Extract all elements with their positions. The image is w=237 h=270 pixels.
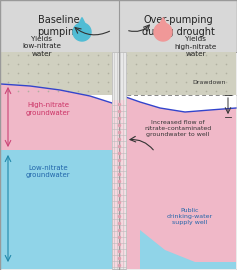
Polygon shape xyxy=(158,18,169,28)
Polygon shape xyxy=(140,230,236,269)
Bar xyxy=(0,0,237,52)
Polygon shape xyxy=(73,23,91,41)
Bar xyxy=(120,52,236,95)
Bar xyxy=(113,100,125,268)
Bar xyxy=(1,150,118,269)
Polygon shape xyxy=(154,23,172,41)
Bar xyxy=(1,52,118,95)
Text: High-nitrate
groundwater: High-nitrate groundwater xyxy=(26,102,70,116)
Polygon shape xyxy=(77,18,87,28)
Text: Increased flow of
nitrate-contaminated
groundwater to well: Increased flow of nitrate-contaminated g… xyxy=(144,120,212,137)
Polygon shape xyxy=(1,84,112,150)
Text: Yields
low-nitrate
water: Yields low-nitrate water xyxy=(23,36,61,57)
Text: Public
drinking-water
supply well: Public drinking-water supply well xyxy=(167,208,213,225)
Bar xyxy=(112,52,126,269)
Bar xyxy=(0,52,119,270)
Bar xyxy=(119,52,237,270)
Text: Low-nitrate
groundwater: Low-nitrate groundwater xyxy=(26,165,70,178)
Text: Baseline
pumping: Baseline pumping xyxy=(37,15,81,37)
Text: Drawdown: Drawdown xyxy=(192,79,225,85)
Text: Yields
high-nitrate
water: Yields high-nitrate water xyxy=(175,36,217,57)
Text: Over-pumping
during drought: Over-pumping during drought xyxy=(141,15,214,37)
Polygon shape xyxy=(120,95,236,269)
